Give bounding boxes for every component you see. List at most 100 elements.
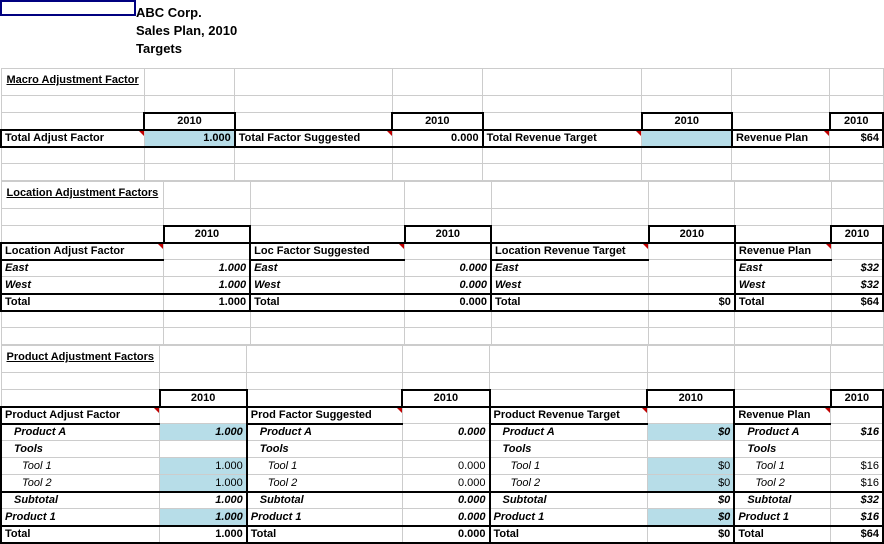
prod-row-name[interactable]: Product 1 — [1, 509, 160, 526]
loc-target-label[interactable]: Location Revenue Target — [491, 243, 649, 260]
macro-plan-val[interactable]: $64 — [830, 130, 883, 147]
prod-row-adj[interactable] — [160, 441, 247, 458]
loc-row-name[interactable]: East — [1, 260, 164, 277]
prod-year-3[interactable]: 2010 — [647, 390, 734, 407]
prod-row-plan-name[interactable]: Product 1 — [734, 509, 830, 526]
prod-row-plan-name[interactable]: Tools — [734, 441, 830, 458]
prod-total-sugg-l[interactable]: Total — [247, 526, 403, 543]
loc-total-label[interactable]: Total — [1, 294, 164, 311]
prod-row-target-name[interactable]: Product A — [490, 424, 648, 441]
loc-total-plan-l[interactable]: Total — [735, 294, 831, 311]
prod-row-plan[interactable]: $16 — [831, 509, 883, 526]
prod-total-target[interactable]: $0 — [647, 526, 734, 543]
loc-row-plan[interactable]: $32 — [831, 277, 883, 294]
prod-total-plan[interactable]: $64 — [831, 526, 883, 543]
macro-year-3[interactable]: 2010 — [642, 113, 732, 130]
prod-year-2[interactable]: 2010 — [402, 390, 489, 407]
prod-row-target[interactable]: $0 — [647, 492, 734, 509]
loc-row-target[interactable] — [649, 277, 735, 294]
prod-row-adj[interactable]: 1.000 — [160, 509, 247, 526]
macro-target-val[interactable] — [642, 130, 732, 147]
macro-target-label[interactable]: Total Revenue Target — [483, 130, 642, 147]
prod-row-adj[interactable]: 1.000 — [160, 424, 247, 441]
prod-row-sugg[interactable]: 0.000 — [402, 475, 489, 492]
prod-row-plan[interactable]: $16 — [831, 458, 883, 475]
prod-row-sugg-name[interactable]: Product 1 — [247, 509, 403, 526]
loc-row-target[interactable] — [649, 260, 735, 277]
prod-row-plan[interactable] — [831, 441, 883, 458]
loc-year-2[interactable]: 2010 — [405, 226, 491, 243]
loc-total-target-l[interactable]: Total — [491, 294, 649, 311]
loc-row-target-name[interactable]: West — [491, 277, 649, 294]
loc-row-plan[interactable]: $32 — [831, 260, 883, 277]
macro-year-2[interactable]: 2010 — [392, 113, 483, 130]
prod-row-sugg-name[interactable]: Tool 1 — [247, 458, 403, 475]
loc-total-sugg[interactable]: 0.000 — [405, 294, 491, 311]
prod-total-adj[interactable]: 1.000 — [160, 526, 247, 543]
prod-row-name[interactable]: Tool 2 — [1, 475, 160, 492]
prod-row-plan-name[interactable]: Product A — [734, 424, 830, 441]
loc-plan-hdr[interactable] — [831, 243, 883, 260]
prod-row-plan[interactable]: $16 — [831, 424, 883, 441]
prod-row-target-name[interactable]: Tool 1 — [490, 458, 648, 475]
prod-row-adj[interactable]: 1.000 — [160, 492, 247, 509]
prod-row-target-name[interactable]: Product 1 — [490, 509, 648, 526]
prod-row-target[interactable]: $0 — [647, 509, 734, 526]
macro-sugg-val[interactable]: 0.000 — [392, 130, 483, 147]
prod-row-sugg-name[interactable]: Tools — [247, 441, 403, 458]
prod-plan-hdr[interactable] — [831, 407, 883, 424]
loc-total-plan[interactable]: $64 — [831, 294, 883, 311]
prod-total-plan-l[interactable]: Total — [734, 526, 830, 543]
prod-sugg-label[interactable]: Prod Factor Suggested — [247, 407, 403, 424]
prod-row-sugg[interactable]: 0.000 — [402, 424, 489, 441]
prod-row-adj[interactable]: 1.000 — [160, 458, 247, 475]
loc-year-4[interactable]: 2010 — [831, 226, 883, 243]
prod-total-target-l[interactable]: Total — [490, 526, 648, 543]
prod-sugg-hdr[interactable] — [402, 407, 489, 424]
prod-adj-hdr[interactable] — [160, 407, 247, 424]
macro-plan-label[interactable]: Revenue Plan — [732, 130, 830, 147]
prod-row-sugg[interactable] — [402, 441, 489, 458]
prod-row-plan[interactable]: $32 — [831, 492, 883, 509]
loc-target-hdr[interactable] — [649, 243, 735, 260]
prod-row-sugg[interactable]: 0.000 — [402, 509, 489, 526]
macro-sugg-label[interactable]: Total Factor Suggested — [235, 130, 392, 147]
prod-row-target[interactable] — [647, 441, 734, 458]
loc-total-target[interactable]: $0 — [649, 294, 735, 311]
prod-year-4[interactable]: 2010 — [831, 390, 883, 407]
prod-row-sugg[interactable]: 0.000 — [402, 492, 489, 509]
loc-row-sugg-name[interactable]: East — [250, 260, 405, 277]
prod-year-1[interactable]: 2010 — [160, 390, 247, 407]
prod-total-label[interactable]: Total — [1, 526, 160, 543]
loc-row-adj[interactable]: 1.000 — [164, 260, 250, 277]
loc-row-target-name[interactable]: East — [491, 260, 649, 277]
macro-adj-val[interactable]: 1.000 — [144, 130, 235, 147]
macro-year-1[interactable]: 2010 — [144, 113, 235, 130]
prod-adj-label[interactable]: Product Adjust Factor — [1, 407, 160, 424]
prod-row-target-name[interactable]: Subtotal — [490, 492, 648, 509]
prod-row-adj[interactable]: 1.000 — [160, 475, 247, 492]
loc-year-3[interactable]: 2010 — [649, 226, 735, 243]
loc-total-sugg-l[interactable]: Total — [250, 294, 405, 311]
loc-adj-hdr[interactable] — [164, 243, 250, 260]
loc-row-sugg[interactable]: 0.000 — [405, 277, 491, 294]
prod-row-plan-name[interactable]: Tool 2 — [734, 475, 830, 492]
prod-row-plan-name[interactable]: Subtotal — [734, 492, 830, 509]
macro-year-4[interactable]: 2010 — [830, 113, 883, 130]
selected-cell[interactable] — [0, 0, 136, 16]
loc-row-sugg-name[interactable]: West — [250, 277, 405, 294]
prod-row-sugg-name[interactable]: Product A — [247, 424, 403, 441]
prod-row-name[interactable]: Tools — [1, 441, 160, 458]
prod-row-sugg-name[interactable]: Tool 2 — [247, 475, 403, 492]
prod-row-name[interactable]: Subtotal — [1, 492, 160, 509]
prod-row-sugg-name[interactable]: Subtotal — [247, 492, 403, 509]
prod-row-target-name[interactable]: Tool 2 — [490, 475, 648, 492]
loc-sugg-label[interactable]: Loc Factor Suggested — [250, 243, 405, 260]
loc-row-plan-name[interactable]: East — [735, 260, 831, 277]
prod-row-name[interactable]: Product A — [1, 424, 160, 441]
loc-total-adj[interactable]: 1.000 — [164, 294, 250, 311]
loc-row-plan-name[interactable]: West — [735, 277, 831, 294]
prod-row-plan[interactable]: $16 — [831, 475, 883, 492]
prod-row-plan-name[interactable]: Tool 1 — [734, 458, 830, 475]
loc-row-sugg[interactable]: 0.000 — [405, 260, 491, 277]
